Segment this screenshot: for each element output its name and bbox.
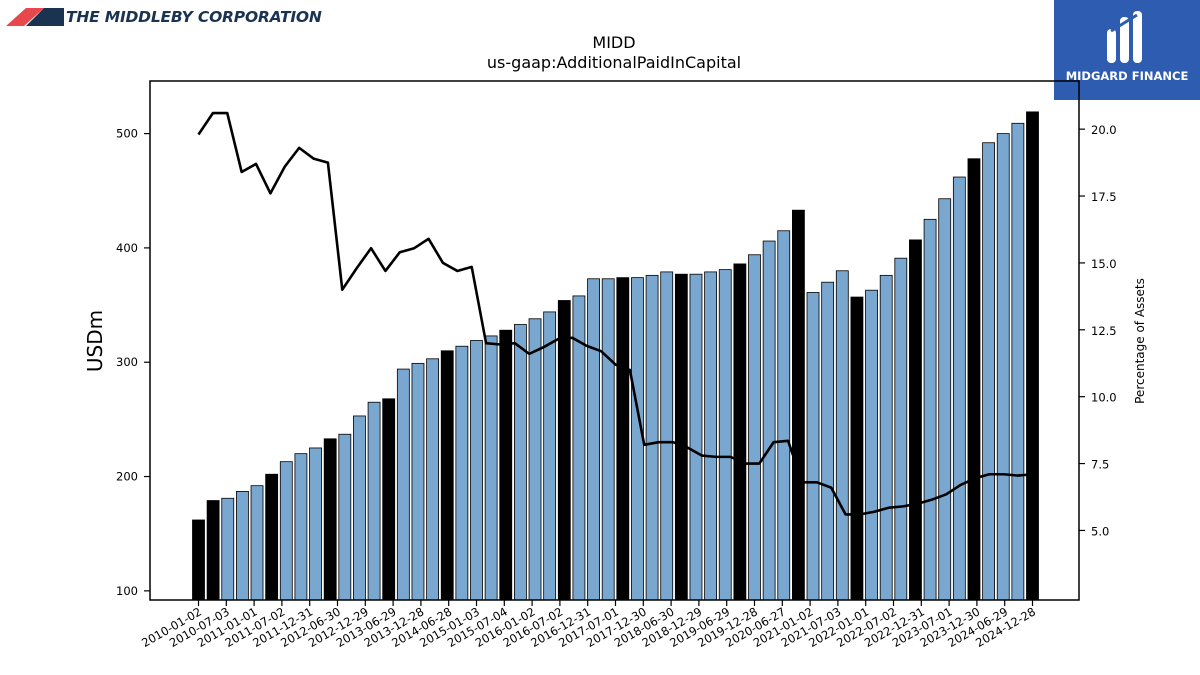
bar [674,273,688,601]
bar [440,350,454,601]
bar [587,278,600,601]
bar [938,198,952,601]
bar [996,133,1010,601]
bar [250,485,264,601]
line-layer [197,111,1033,516]
bar [411,362,425,601]
y-axis-title: USDm [83,310,107,372]
y2-tick-label: 17.5 [1091,190,1117,204]
bar [426,358,440,601]
y-tick-label: 500 [116,127,138,141]
y2-tick-label: 5.0 [1091,524,1109,538]
bar [850,296,864,601]
bar [865,289,878,601]
bar [616,277,630,601]
y-tick-label: 200 [116,470,138,484]
bar [748,254,761,601]
bar [557,300,571,601]
bar [967,158,981,601]
bar [499,329,513,601]
bar [543,311,557,601]
brand-name-right: MIDGARD FINANCE [1065,69,1189,83]
y2-tick-label: 7.5 [1091,458,1109,472]
bar [923,218,937,601]
bar [645,274,659,601]
bar [470,340,483,601]
bar [894,257,908,601]
bar [631,277,644,601]
bar [396,368,410,601]
bar [455,345,469,601]
bar [382,398,396,601]
bar [1011,122,1025,601]
y2-tick-label: 12.5 [1091,324,1117,338]
bar [777,230,791,601]
bar [689,273,703,601]
bar [1026,111,1039,601]
midgard-logo-icon [1107,11,1142,63]
bar [353,415,366,601]
middleby-logo-icon [6,8,64,26]
bar [762,240,776,601]
bars-layer [192,111,1039,601]
bar [982,142,996,601]
bar [601,278,615,601]
y2-tick-label: 15.0 [1091,257,1117,271]
plot-frame [149,80,1080,601]
bar [704,271,718,601]
y2-tick-label: 10.0 [1091,391,1117,405]
bar [792,209,805,601]
bar [484,335,498,601]
bar [909,239,922,601]
bar [952,176,966,601]
bar [821,281,835,601]
bar [192,519,205,601]
bar [879,274,893,601]
bar [514,324,527,601]
brand-logo-left: THE MIDDLEBY CORPORATION [0,0,330,38]
bar [835,270,849,601]
bar [206,500,220,601]
chart-subtitle: us-gaap:AdditionalPaidInCapital [487,53,741,72]
bar [221,497,235,601]
y-tick-label: 400 [116,241,138,255]
bar [265,473,279,601]
bar [806,292,820,601]
brand-logo-right: MIDGARD FINANCE [1054,0,1200,100]
company-name: THE MIDDLEBY CORPORATION [66,8,322,26]
y2-tick-label: 20.0 [1091,123,1117,137]
chart-title: MIDD [592,33,635,52]
bar [309,447,322,601]
bar [733,263,747,601]
bar [718,269,732,601]
percent-of-assets-line [197,111,1033,516]
bar [235,490,249,601]
bar [660,271,674,601]
y-tick-label: 300 [116,355,138,369]
bar [279,461,293,601]
bar [338,433,352,601]
bar [528,318,542,601]
y-tick-label: 100 [116,584,138,598]
y2-axis-title: Percentage of Assets [1133,278,1147,404]
bar [294,453,308,601]
bar [323,438,337,601]
bar [367,401,381,601]
